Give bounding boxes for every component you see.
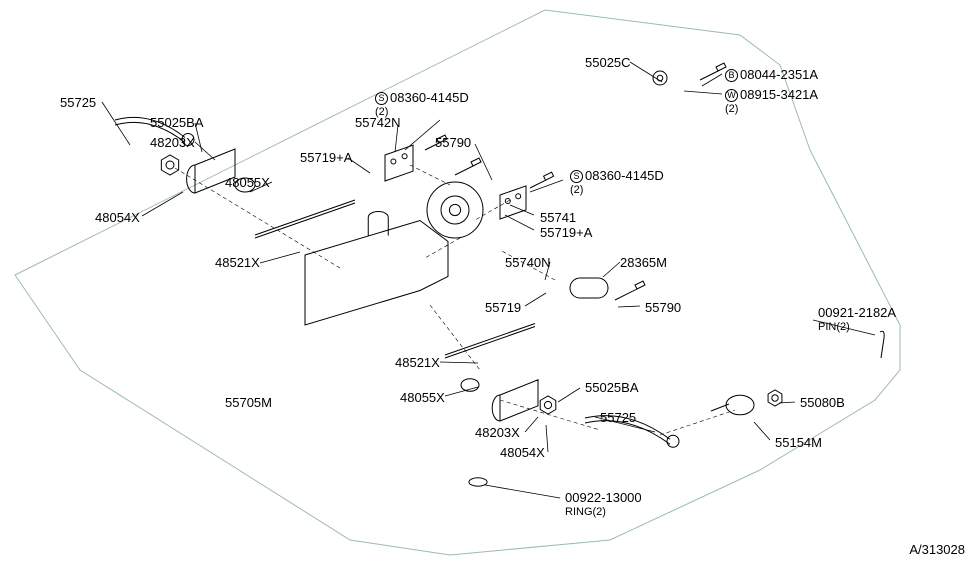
callout-L55025C: 55025C bbox=[585, 55, 631, 71]
callout-L28365M: 28365M bbox=[620, 255, 667, 271]
callout-L55742N: 55742N bbox=[355, 115, 401, 131]
callout-L55719Aa: 55719+A bbox=[300, 150, 352, 166]
callout-L48203Xb: 48203X bbox=[475, 425, 520, 441]
callout-L48521Xb: 48521X bbox=[395, 355, 440, 371]
callout-L55154M: 55154M bbox=[775, 435, 822, 451]
callout-L48054Xa: 48054X bbox=[95, 210, 140, 226]
callout-L48203Xa: 48203X bbox=[150, 135, 195, 151]
callout-L55705M: 55705M bbox=[225, 395, 272, 411]
callout-L55741: 55741 bbox=[540, 210, 576, 226]
callout-LB08044: B08044-2351A bbox=[725, 67, 818, 83]
callout-L48055Xb: 48055X bbox=[400, 390, 445, 406]
callout-L55790a: 55790 bbox=[435, 135, 471, 151]
callout-L55719Ab: 55719+A bbox=[540, 225, 592, 241]
callout-L55719: 55719 bbox=[485, 300, 521, 316]
callout-L48521Xa: 48521X bbox=[215, 255, 260, 271]
diagram-code: A/313028 bbox=[909, 542, 965, 558]
callout-L00921: 00921-2182APIN(2) bbox=[818, 305, 896, 334]
callout-L00922: 00922-13000RING(2) bbox=[565, 490, 642, 519]
callout-L55025BAb: 55025BA bbox=[585, 380, 639, 396]
callout-L55790b: 55790 bbox=[645, 300, 681, 316]
callout-LW08915: W08915-3421A(2) bbox=[725, 87, 818, 116]
callout-L48055Xa: 48055X bbox=[225, 175, 270, 191]
callout-L55080B: 55080B bbox=[800, 395, 845, 411]
callout-L55740N: 55740N bbox=[505, 255, 551, 271]
callout-L55025BAa: 55025BA bbox=[150, 115, 204, 131]
callout-L48054Xb: 48054X bbox=[500, 445, 545, 461]
callout-L55725b: 55725 bbox=[600, 410, 636, 426]
callout-L55725a: 55725 bbox=[60, 95, 96, 111]
diagram-svg bbox=[0, 0, 975, 566]
callout-LS08360b: S08360-4145D(2) bbox=[570, 168, 664, 197]
diagram-canvas: 55025C B08044-2351A W08915-3421A(2) 55725 55… bbox=[0, 0, 975, 566]
